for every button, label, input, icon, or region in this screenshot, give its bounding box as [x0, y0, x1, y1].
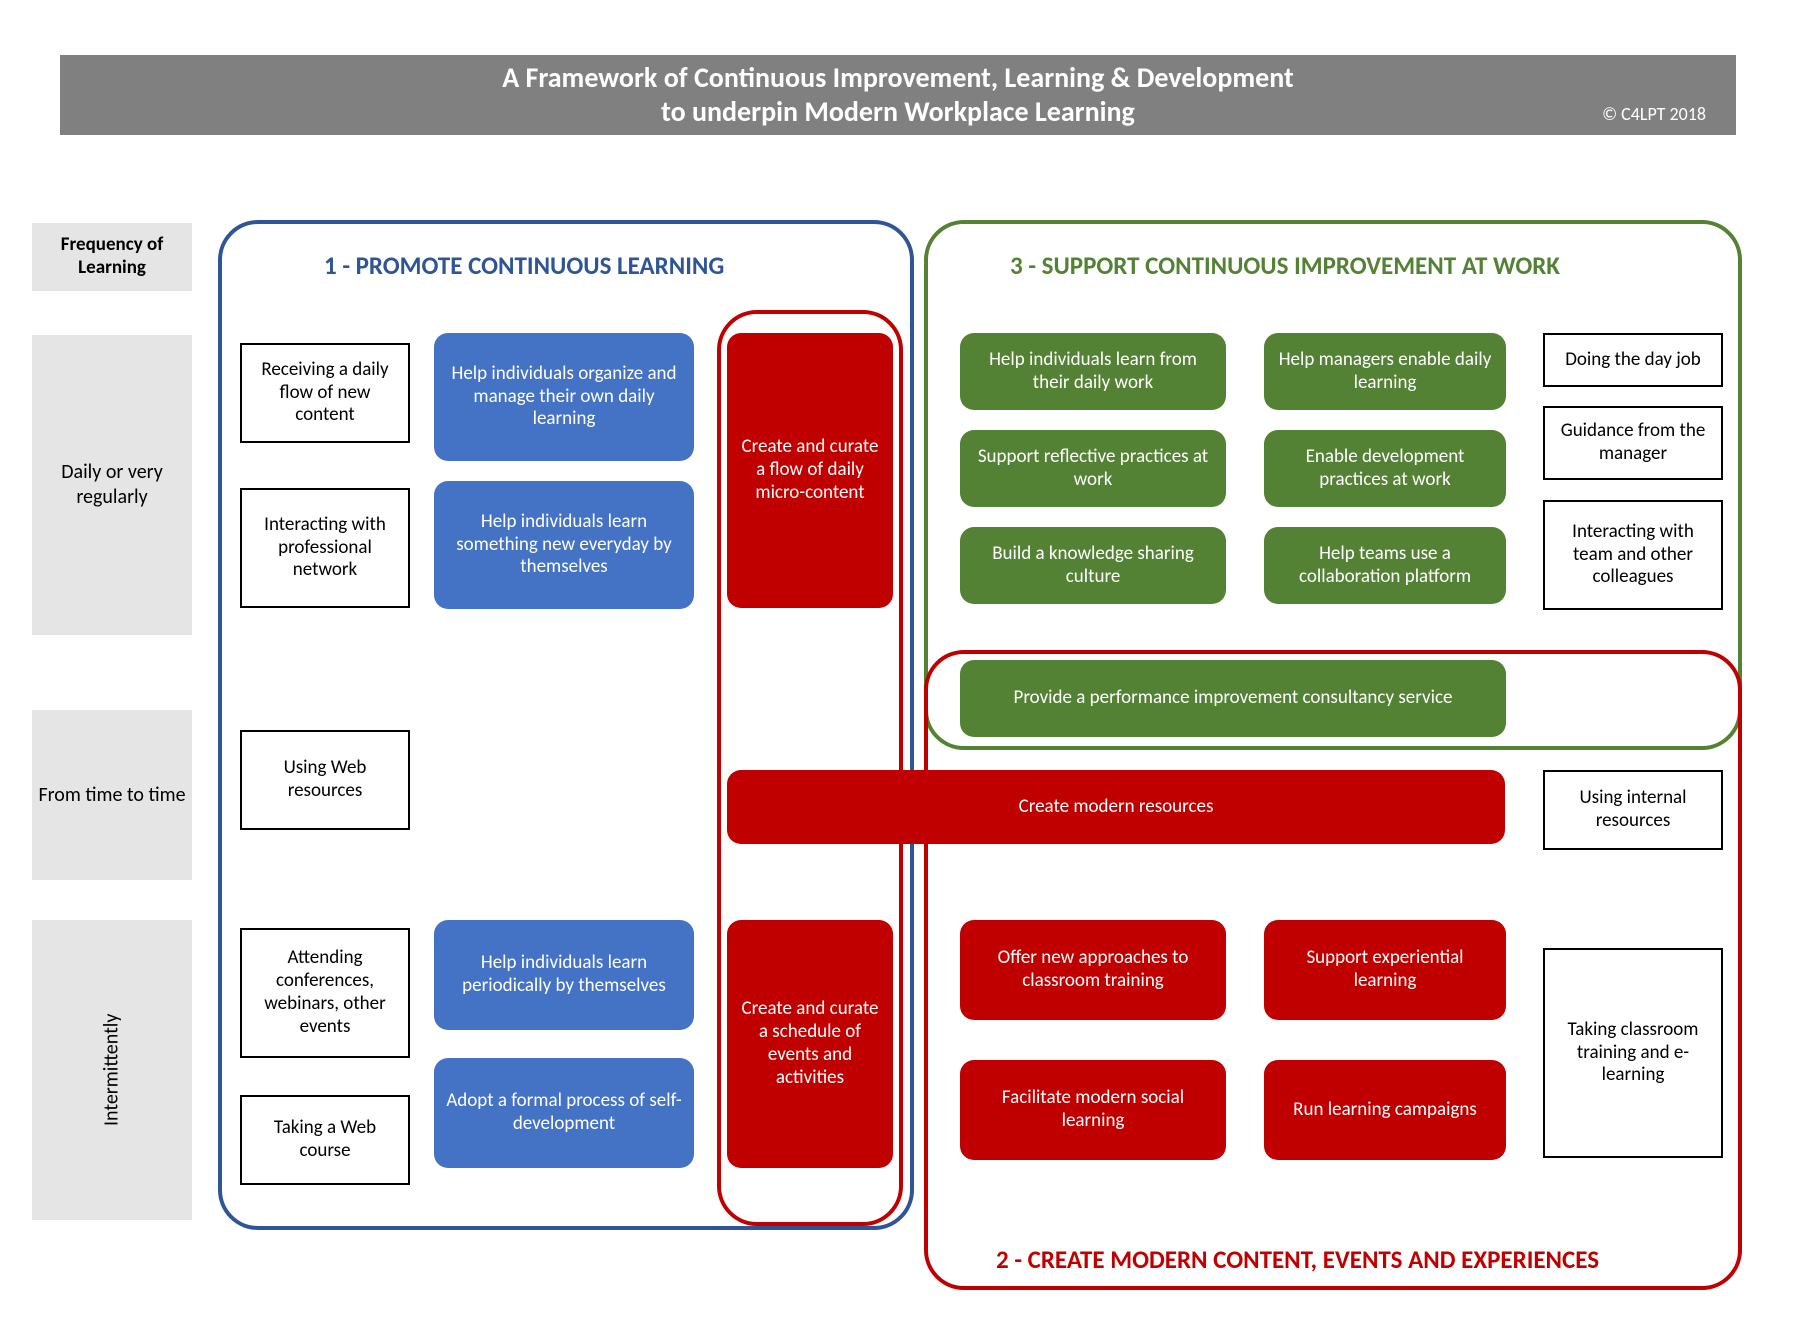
- white-box-classroom-elearning: Taking classroom training and e-learning: [1543, 948, 1723, 1158]
- frequency-row-time: From time to time: [32, 710, 192, 880]
- red-box-campaigns: Run learning campaigns: [1264, 1060, 1506, 1160]
- white-box-conferences: Attending conferences, webinars, other e…: [240, 928, 410, 1058]
- red-box-classroom: Offer new approaches to classroom traini…: [960, 920, 1226, 1020]
- white-box-team: Interacting with team and other colleagu…: [1543, 500, 1723, 610]
- white-box-professional-network: Interacting with professional network: [240, 488, 410, 608]
- white-box-day-job: Doing the day job: [1543, 333, 1723, 387]
- title-line1: A Framework of Continuous Improvement, L…: [502, 61, 1293, 95]
- red-box-experiential: Support experiential learning: [1264, 920, 1506, 1020]
- green-box-collaboration: Help teams use a collaboration platform: [1264, 527, 1506, 604]
- section2-title: 2 - CREATE MODERN CONTENT, EVENTS AND EX…: [996, 1244, 1599, 1275]
- title-line2: to underpin Modern Workplace Learning: [661, 95, 1135, 129]
- green-box-consultancy: Provide a performance improvement consul…: [960, 660, 1506, 737]
- frequency-row-intermittently: Intermittently: [32, 920, 192, 1220]
- copyright: © C4LPT 2018: [1602, 103, 1706, 125]
- blue-box-organize: Help individuals organize and manage the…: [434, 333, 694, 461]
- frequency-header: Frequency of Learning: [32, 223, 192, 291]
- green-box-managers: Help managers enable daily learning: [1264, 333, 1506, 410]
- white-box-daily-flow: Receiving a daily flow of new content: [240, 343, 410, 443]
- section3-title: 3 - SUPPORT CONTINUOUS IMPROVEMENT AT WO…: [1010, 250, 1560, 281]
- section1-title: 1 - PROMOTE CONTINUOUS LEARNING: [324, 250, 724, 281]
- page-header: A Framework of Continuous Improvement, L…: [60, 55, 1736, 135]
- blue-box-learn-periodically: Help individuals learn periodically by t…: [434, 920, 694, 1030]
- green-box-knowledge-sharing: Build a knowledge sharing culture: [960, 527, 1226, 604]
- blue-box-learn-everyday: Help individuals learn something new eve…: [434, 481, 694, 609]
- white-box-web-course: Taking a Web course: [240, 1095, 410, 1185]
- green-box-reflective: Support reflective practices at work: [960, 430, 1226, 507]
- frequency-row-daily: Daily or very regularly: [32, 335, 192, 635]
- green-box-daily-work: Help individuals learn from their daily …: [960, 333, 1226, 410]
- blue-box-self-development: Adopt a formal process of self-developme…: [434, 1058, 694, 1168]
- white-box-manager-guidance: Guidance from the manager: [1543, 406, 1723, 480]
- region-section2-inner-border: [717, 310, 903, 1226]
- white-box-internal-resources: Using internal resources: [1543, 770, 1723, 850]
- white-box-web-resources: Using Web resources: [240, 730, 410, 830]
- green-box-development: Enable development practices at work: [1264, 430, 1506, 507]
- red-box-social-learning: Facilitate modern social learning: [960, 1060, 1226, 1160]
